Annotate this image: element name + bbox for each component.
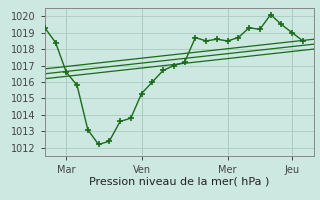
- X-axis label: Pression niveau de la mer( hPa ): Pression niveau de la mer( hPa ): [89, 176, 269, 186]
